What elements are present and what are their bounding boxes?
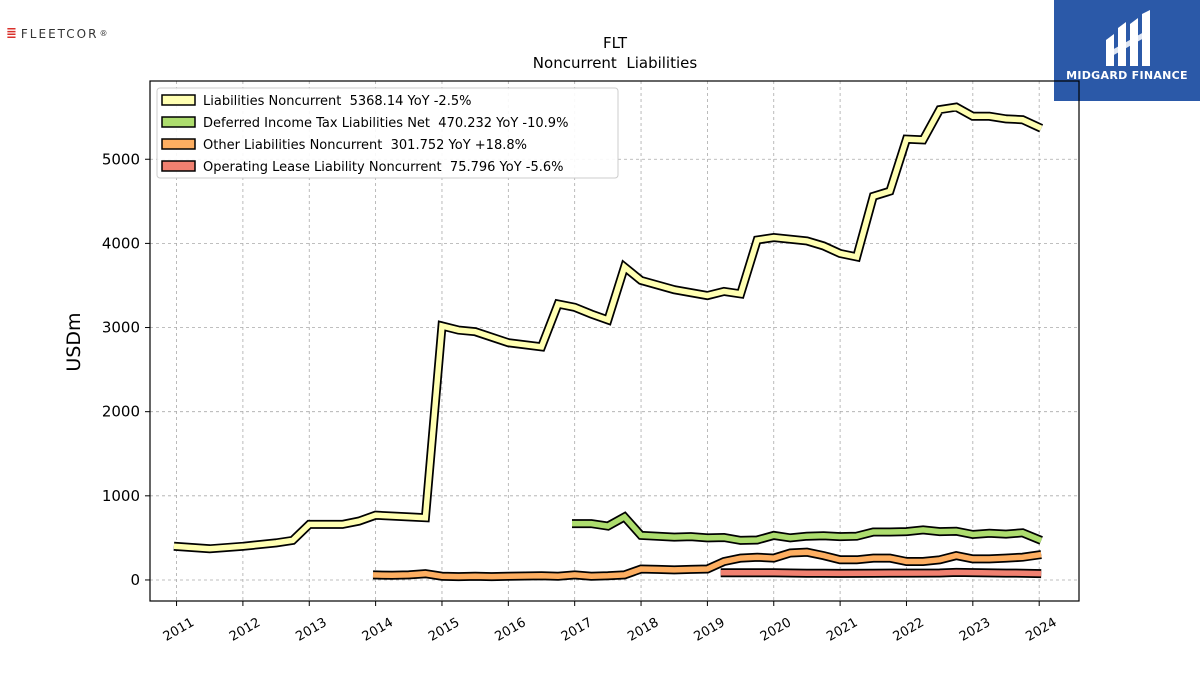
series-stroke	[720, 569, 1042, 577]
x-tick-label: 2012	[227, 615, 263, 645]
plot-frame	[149, 80, 1080, 602]
midgard-monogram-icon	[1054, 10, 1200, 72]
x-tick-label: 2023	[957, 615, 993, 645]
legend-entry: Deferred Income Tax Liabilities Net 470.…	[203, 116, 568, 131]
y-tick-label: 0	[130, 571, 140, 589]
y-tick-label: 2000	[102, 403, 140, 421]
series-stroke	[372, 549, 1042, 580]
y-tick-label: 1000	[102, 487, 140, 505]
legend: Liabilities Noncurrent 5368.14 YoY -2.5%…	[156, 87, 619, 179]
x-tick-label: 2021	[824, 615, 860, 645]
legend-entry: Liabilities Noncurrent 5368.14 YoY -2.5%	[203, 94, 471, 109]
legend-box	[156, 87, 619, 179]
legend-swatch	[161, 94, 196, 106]
x-tick-label: 2024	[1023, 615, 1059, 645]
series-stroke	[173, 104, 1043, 552]
fleetcor-mark-icon: ≣	[6, 26, 17, 41]
legend-swatch	[161, 116, 196, 128]
series-line	[173, 102, 1044, 554]
series-stroke	[572, 513, 1043, 544]
x-tick-label: 2013	[293, 615, 329, 645]
series-line	[372, 547, 1042, 582]
x-tick-label: 2018	[625, 615, 661, 645]
legend-entry: Operating Lease Liability Noncurrent 75.…	[203, 160, 564, 175]
x-tick-label: 2020	[758, 615, 794, 645]
midgard-finance-name: MIDGARD FINANCE	[1066, 69, 1188, 82]
x-tick-label: 2016	[492, 615, 528, 645]
fleetcor-wordmark: FLEETCOR	[20, 26, 99, 41]
series-line	[720, 567, 1042, 579]
chart-title: FLT	[603, 34, 628, 52]
legend-entry: Other Liabilities Noncurrent 301.752 YoY…	[203, 138, 527, 153]
y-tick-label: 5000	[102, 150, 140, 168]
y-tick-label: 3000	[102, 319, 140, 337]
series-group	[173, 102, 1044, 582]
x-tick-label: 2011	[161, 615, 197, 645]
x-tick-label: 2015	[426, 615, 462, 645]
y-axis-label: USDm	[63, 312, 85, 371]
fleetcor-logo: ≣ FLEETCOR ®	[6, 26, 107, 41]
x-tick-label: 2022	[891, 615, 927, 645]
fleetcor-registered-mark: ®	[99, 29, 108, 38]
chart-subtitle: Noncurrent Liabilities	[533, 54, 698, 72]
legend-swatch	[161, 160, 196, 172]
x-tick-label: 2019	[692, 615, 728, 645]
x-tick-label: 2017	[559, 615, 595, 645]
series-line	[572, 511, 1043, 545]
legend-swatch	[161, 138, 196, 150]
midgard-finance-logo: MIDGARD FINANCE	[1054, 0, 1200, 101]
y-tick-label: 4000	[102, 234, 140, 252]
x-tick-label: 2014	[360, 615, 396, 645]
